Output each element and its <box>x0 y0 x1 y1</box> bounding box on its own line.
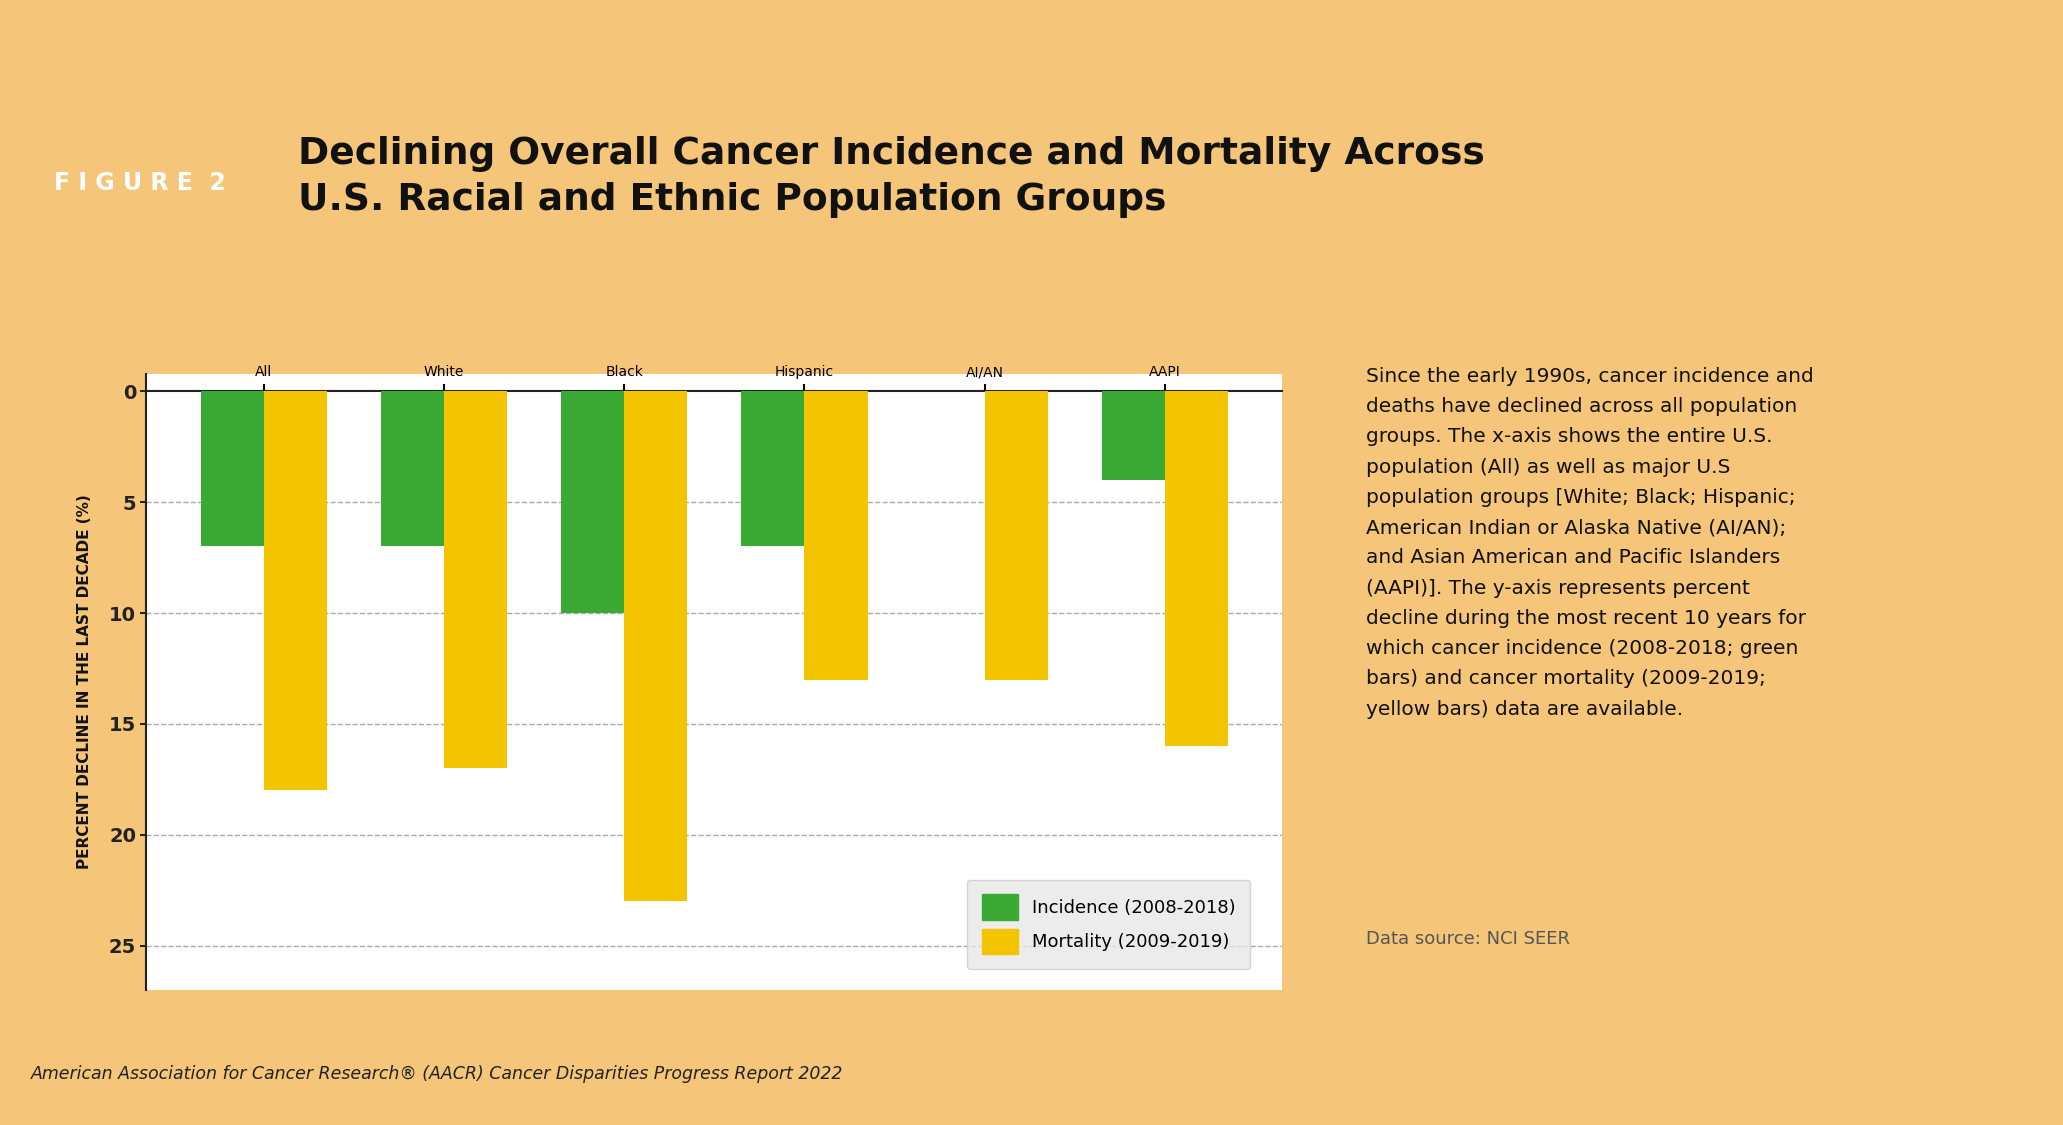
Y-axis label: PERCENT DECLINE IN THE LAST DECADE (%): PERCENT DECLINE IN THE LAST DECADE (%) <box>76 494 93 870</box>
Bar <box>382 392 444 547</box>
Bar <box>805 392 869 680</box>
Bar <box>625 392 687 901</box>
Text: Since the early 1990s, cancer incidence and
deaths have declined across all popu: Since the early 1990s, cancer incidence … <box>1366 367 1813 719</box>
Bar <box>444 392 507 768</box>
Legend: Incidence (2008-2018), Mortality (2009-2019): Incidence (2008-2018), Mortality (2009-2… <box>968 880 1250 969</box>
Bar <box>1102 392 1166 480</box>
Text: F I G U R E  2: F I G U R E 2 <box>54 171 227 195</box>
Bar <box>1166 392 1227 746</box>
Text: Data source: NCI SEER: Data source: NCI SEER <box>1366 930 1570 948</box>
Bar <box>561 392 625 613</box>
Text: Declining Overall Cancer Incidence and Mortality Across
U.S. Racial and Ethnic P: Declining Overall Cancer Incidence and M… <box>299 136 1485 218</box>
Bar <box>264 392 326 791</box>
Text: American Association for Cancer Research® (AACR) Cancer Disparities Progress Rep: American Association for Cancer Research… <box>31 1065 844 1083</box>
Bar <box>200 392 264 547</box>
Bar <box>984 392 1048 680</box>
Bar <box>741 392 805 547</box>
